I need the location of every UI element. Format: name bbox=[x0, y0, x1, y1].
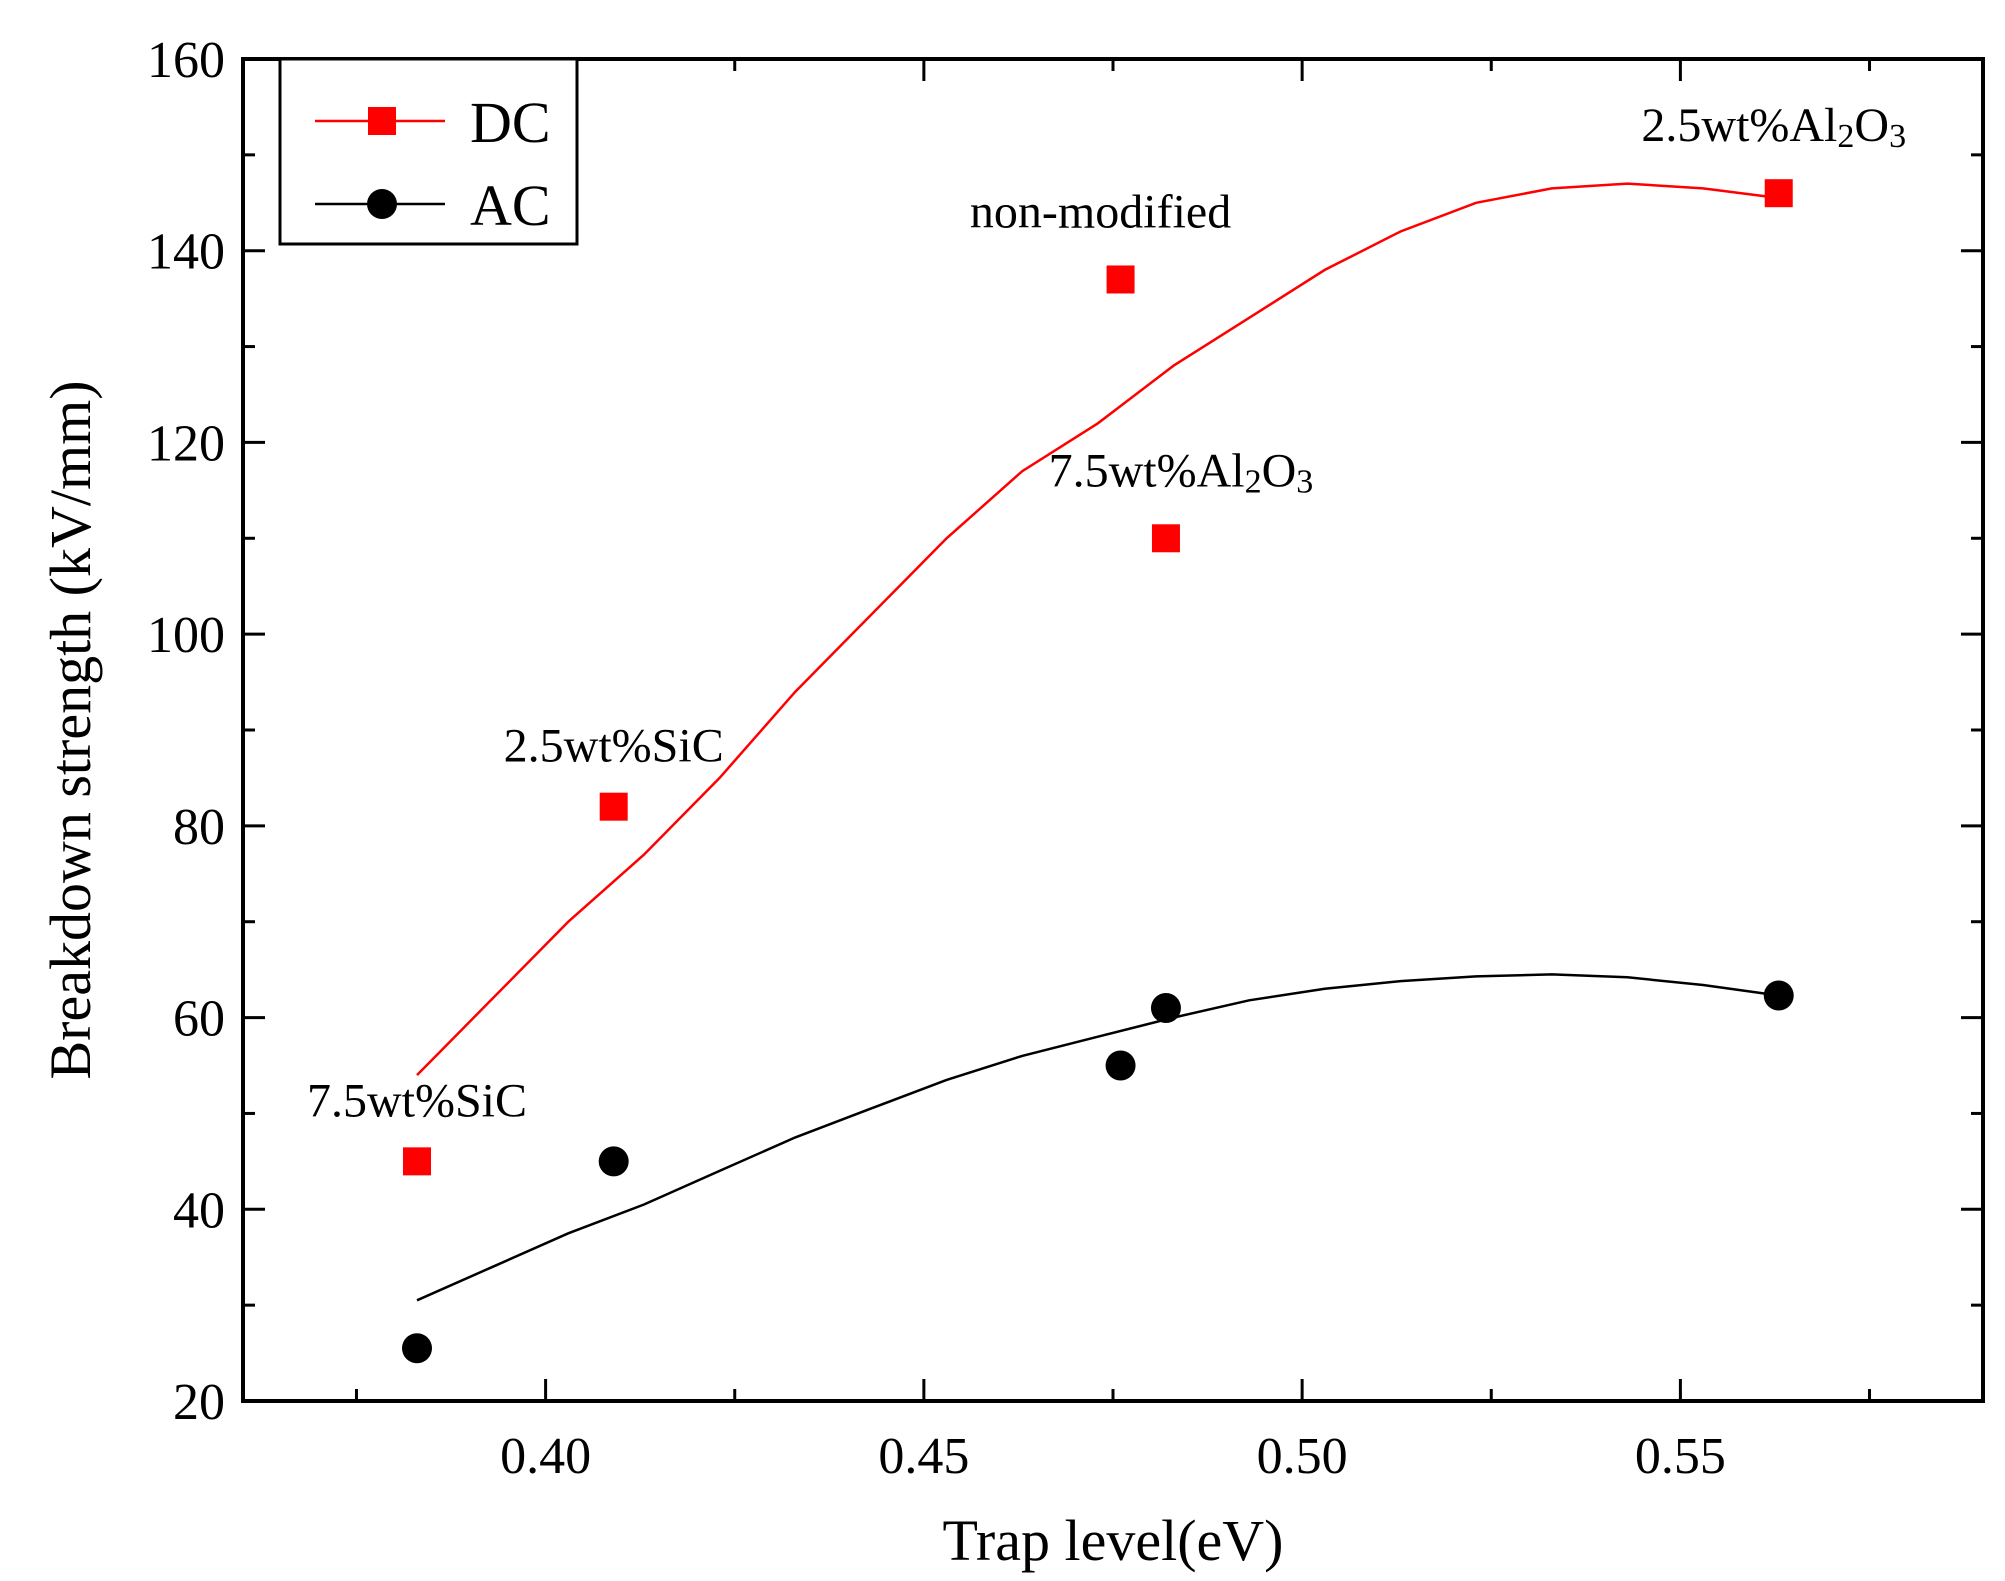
annotation-subscript: 3 bbox=[1889, 118, 1906, 155]
data-points bbox=[402, 179, 1794, 1364]
y-tick-label: 80 bbox=[173, 799, 225, 856]
y-tick-label: 20 bbox=[173, 1374, 225, 1431]
annotation-subscript: 3 bbox=[1296, 463, 1313, 500]
dc-point bbox=[1151, 524, 1180, 553]
ac-fit-line bbox=[416, 973, 1779, 1302]
x-tick-label: 0.45 bbox=[878, 1428, 969, 1485]
annotation-text: O bbox=[1262, 444, 1297, 497]
y-axis-title: Breakdown strength (kV/mm) bbox=[38, 380, 103, 1079]
y-tick-label: 160 bbox=[147, 32, 225, 89]
x-tick-label: 0.50 bbox=[1257, 1428, 1348, 1485]
legend-box bbox=[278, 57, 579, 246]
y-tick-label: 40 bbox=[173, 1182, 225, 1239]
annotation-2.5al: 2.5wt%Al2O3 bbox=[1641, 99, 1906, 155]
legend-dc-marker bbox=[368, 107, 396, 135]
y-tick-label: 120 bbox=[147, 415, 225, 472]
x-tick-label: 0.55 bbox=[1635, 1428, 1726, 1485]
y-tick-labels: 20 40 60 80 100 120 140 160 bbox=[147, 32, 225, 1431]
dc-fit-line bbox=[416, 182, 1779, 1076]
ac-point bbox=[598, 1146, 629, 1177]
annotation-text: 7.5wt%Al bbox=[1049, 444, 1245, 497]
annotation-7.5al: 7.5wt%Al2O3 bbox=[1049, 444, 1314, 500]
x-axis-title: Trap level(eV) bbox=[943, 1508, 1284, 1573]
ac-point bbox=[1150, 992, 1181, 1023]
legend: DC AC bbox=[278, 57, 579, 246]
y-tick-label: 60 bbox=[173, 991, 225, 1048]
annotation-2.5sic: 2.5wt%SiC bbox=[504, 720, 724, 773]
legend-dc-label: DC bbox=[470, 90, 551, 155]
ac-point bbox=[1763, 980, 1794, 1011]
annotation-text: 2.5wt%Al bbox=[1641, 99, 1837, 152]
annotation-text: O bbox=[1854, 99, 1889, 152]
ac-point bbox=[1105, 1050, 1136, 1081]
annotation-subscript: 2 bbox=[1837, 118, 1854, 155]
annotation-subscript: 2 bbox=[1245, 463, 1262, 500]
annotation-7.5sic: 7.5wt%SiC bbox=[307, 1074, 527, 1127]
legend-ac-marker bbox=[367, 189, 397, 219]
ac-point bbox=[402, 1333, 432, 1364]
x-tick-label: 0.40 bbox=[500, 1428, 591, 1485]
x-tick-labels: 0.40 0.45 0.50 0.55 bbox=[500, 1428, 1726, 1485]
dc-point bbox=[403, 1147, 431, 1176]
annotation-nonmod: non-modified bbox=[970, 185, 1231, 238]
dc-point bbox=[1764, 179, 1793, 208]
annotations: 7.5wt%SiC2.5wt%SiCnon-modified7.5wt%Al2O… bbox=[307, 99, 1906, 1127]
dc-point bbox=[1106, 265, 1135, 294]
fit-curves bbox=[416, 182, 1779, 1302]
dc-point bbox=[599, 792, 628, 821]
y-tick-label: 140 bbox=[147, 224, 225, 281]
legend-ac-label: AC bbox=[470, 173, 551, 238]
y-tick-label: 100 bbox=[147, 607, 225, 664]
